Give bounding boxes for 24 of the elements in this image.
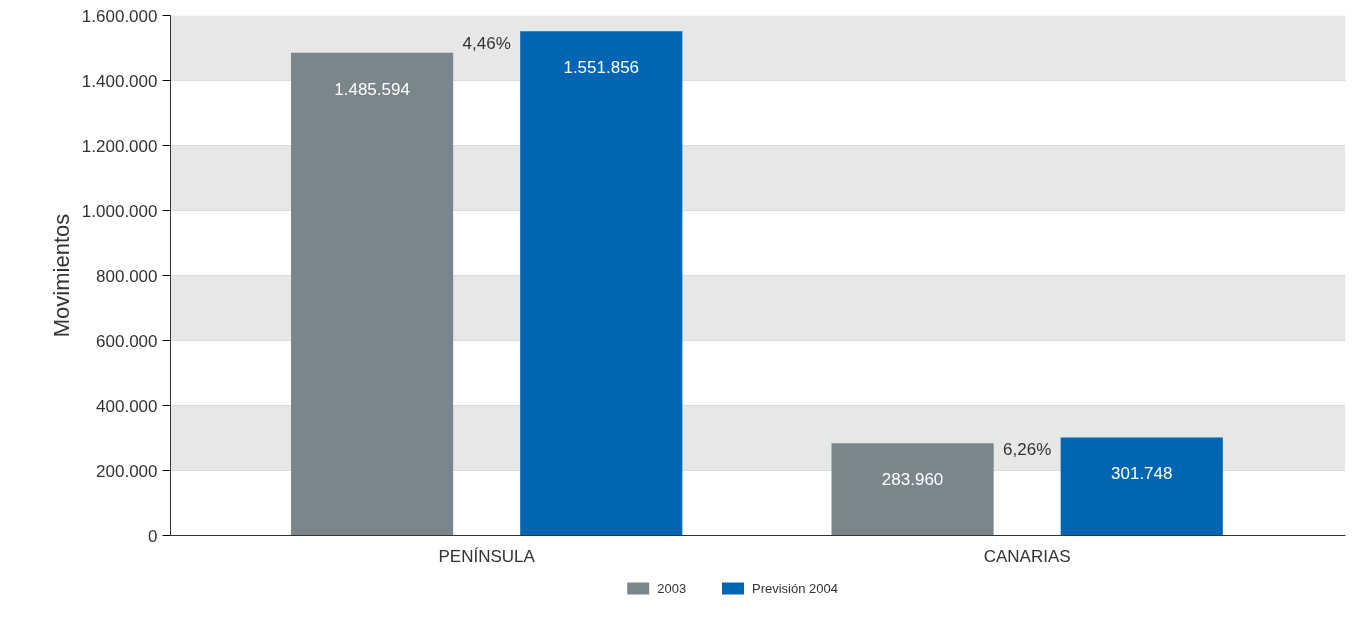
x-tick-label: PENÍNSULA [438, 546, 536, 566]
y-tick-label: 1.400.000 [81, 71, 158, 91]
legend-label: 2003 [657, 581, 687, 596]
y-axis-title: Movimientos [48, 213, 74, 338]
legend-label: Previsión 2004 [752, 581, 838, 596]
data-label: 301.748 [1111, 464, 1173, 484]
y-tick-label: 600.000 [96, 331, 158, 351]
data-label: 283.960 [881, 470, 944, 490]
bar [831, 443, 994, 536]
bar [291, 52, 454, 536]
y-tick-label: 1.200.000 [81, 136, 158, 156]
y-tick-label: 0 [148, 526, 158, 546]
y-tick-label: 1.600.000 [81, 6, 158, 26]
bar [520, 31, 683, 536]
y-tick-label: 400.000 [96, 396, 158, 416]
annotation: 6,26% [1003, 440, 1052, 460]
x-tick-label: CANARIAS [983, 546, 1071, 566]
y-tick-label: 200.000 [96, 461, 158, 481]
y-tick-label: 1.000.000 [81, 201, 158, 221]
bar [1060, 437, 1223, 536]
y-tick-label: 800.000 [96, 266, 158, 286]
data-label: 1.551.856 [563, 58, 640, 78]
annotation: 4,46% [462, 34, 511, 54]
data-label: 1.485.594 [334, 79, 410, 99]
